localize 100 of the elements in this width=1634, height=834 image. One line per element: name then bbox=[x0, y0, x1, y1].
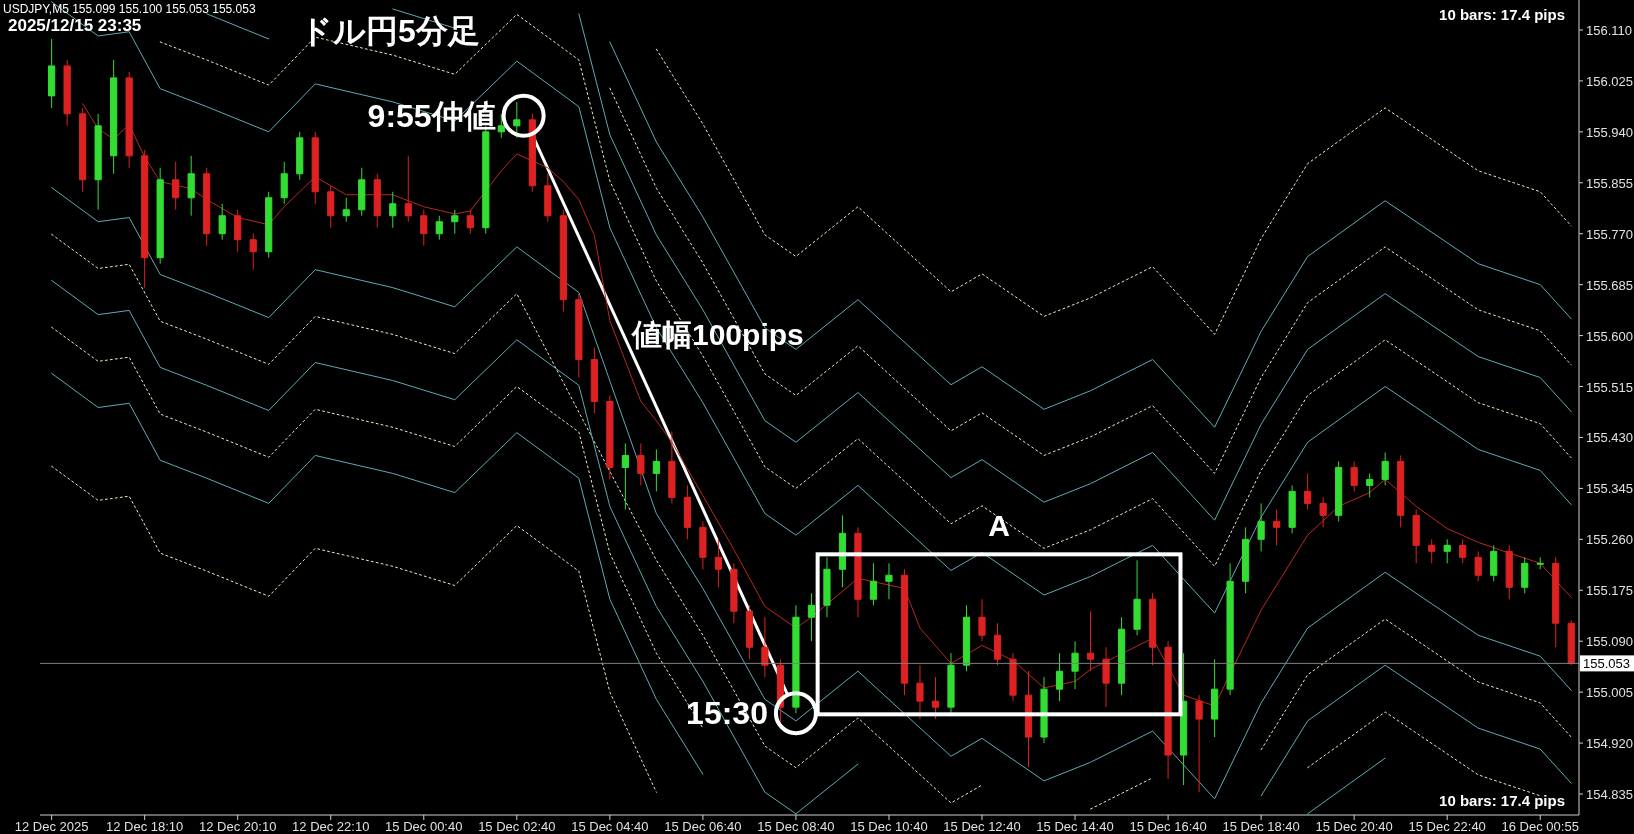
candlestick bbox=[1211, 658, 1219, 738]
y-tick-label: 155.175 bbox=[1586, 583, 1633, 599]
x-tick-label: 12 Dec 20:10 bbox=[199, 819, 277, 834]
annotation: 値幅100pips bbox=[631, 318, 804, 351]
candlestick bbox=[1195, 694, 1203, 793]
x-tick-label: 12 Dec 18:10 bbox=[106, 819, 184, 834]
candlestick bbox=[1102, 646, 1110, 708]
y-tick-label: 156.025 bbox=[1586, 73, 1633, 89]
x-tick-label: 16 Dec 00:55 bbox=[1501, 819, 1579, 834]
candlestick bbox=[854, 526, 862, 618]
y-tick-label: 154.835 bbox=[1586, 787, 1633, 803]
y-tick-label: 155.260 bbox=[1586, 532, 1633, 548]
candlestick bbox=[1459, 538, 1467, 564]
candlestick bbox=[761, 616, 769, 678]
x-tick-label: 15 Dec 16:40 bbox=[1129, 819, 1207, 834]
candlestick bbox=[807, 592, 816, 642]
annotation: USDJPY,M5 155.099 155.100 155.053 155.053 bbox=[3, 2, 256, 16]
candlestick bbox=[1288, 484, 1296, 534]
candlestick bbox=[327, 185, 335, 229]
line-series bbox=[51, 465, 657, 793]
candlestick bbox=[234, 209, 242, 253]
y-tick-label: 155.090 bbox=[1586, 634, 1633, 650]
candlestick bbox=[1117, 616, 1126, 696]
ref-line-label: 155.053 bbox=[1583, 656, 1630, 672]
candlestick bbox=[1521, 556, 1529, 594]
candlestick bbox=[451, 209, 459, 235]
candlestick bbox=[621, 442, 629, 510]
x-tick-label: 15 Dec 04:40 bbox=[571, 819, 649, 834]
candlestick bbox=[590, 347, 598, 414]
candlestick bbox=[513, 101, 521, 139]
y-tick-label: 155.600 bbox=[1586, 328, 1633, 344]
x-tick-label: 15 Dec 08:40 bbox=[757, 819, 835, 834]
candlestick bbox=[1567, 619, 1575, 666]
candlestick bbox=[544, 173, 552, 223]
annotation: 10 bars: 17.4 pips bbox=[1439, 6, 1565, 23]
candlestick bbox=[466, 209, 474, 235]
x-tick-label: 15 Dec 12:40 bbox=[943, 819, 1021, 834]
candlestick bbox=[1164, 640, 1172, 780]
line-series bbox=[1260, 618, 1572, 751]
candlestick bbox=[1257, 502, 1265, 552]
candlestick bbox=[296, 131, 304, 181]
candlestick bbox=[1040, 676, 1048, 744]
candlestick bbox=[1428, 538, 1436, 564]
candlestick bbox=[730, 562, 738, 624]
candlestick bbox=[141, 149, 149, 289]
candlestick bbox=[218, 203, 226, 241]
candlestick bbox=[280, 161, 288, 205]
candlestick bbox=[358, 167, 366, 217]
candlestick bbox=[172, 161, 180, 211]
candlestick bbox=[389, 191, 397, 229]
y-tick-label: 155.430 bbox=[1586, 430, 1633, 446]
line-series bbox=[1307, 711, 1541, 797]
candlestick bbox=[1304, 472, 1312, 510]
y-tick-label: 155.770 bbox=[1586, 226, 1633, 242]
candlestick bbox=[962, 604, 971, 672]
candlestick bbox=[1474, 550, 1482, 582]
candlestick bbox=[311, 131, 319, 205]
candlestick bbox=[265, 191, 273, 259]
candlestick bbox=[404, 155, 412, 223]
y-tick-label: 156.110 bbox=[1586, 22, 1633, 38]
candlestick bbox=[699, 520, 707, 570]
annotation: 2025/12/15 23:35 bbox=[8, 16, 142, 35]
candlestick bbox=[637, 442, 645, 486]
x-tick-label: 15 Dec 22:40 bbox=[1408, 819, 1486, 834]
candlestick bbox=[1319, 496, 1327, 528]
x-tick-label: 15 Dec 00:40 bbox=[385, 819, 463, 834]
candlestick bbox=[1505, 544, 1513, 600]
candlestick bbox=[187, 155, 195, 217]
candlestick bbox=[714, 538, 722, 588]
candlestick bbox=[1009, 652, 1017, 702]
candlestick bbox=[1273, 508, 1281, 546]
candlestick bbox=[1490, 544, 1498, 582]
candlestick bbox=[1086, 610, 1095, 672]
candlestick bbox=[1366, 472, 1374, 498]
annotation: 9:55仲値 bbox=[367, 97, 496, 134]
y-tick-label: 155.005 bbox=[1586, 685, 1633, 701]
candlestick bbox=[947, 652, 955, 714]
candlestick bbox=[1071, 640, 1079, 690]
line-series bbox=[51, 279, 859, 815]
candlestick bbox=[1335, 460, 1343, 522]
candlestick bbox=[110, 59, 118, 175]
x-tick-label: 15 Dec 20:40 bbox=[1315, 819, 1393, 834]
candlestick bbox=[203, 167, 211, 247]
candlestick bbox=[373, 173, 381, 229]
candlestick bbox=[1148, 592, 1157, 666]
candlestick bbox=[63, 59, 71, 127]
x-tick-label: 15 Dec 18:40 bbox=[1222, 819, 1300, 834]
candlestick bbox=[249, 233, 257, 271]
candlestick bbox=[745, 604, 754, 660]
candlestick bbox=[916, 664, 924, 720]
x-tick-label: 15 Dec 10:40 bbox=[850, 819, 928, 834]
candlestick bbox=[94, 113, 102, 211]
candlestick bbox=[342, 197, 350, 223]
candlestick bbox=[48, 38, 56, 109]
candlestick bbox=[79, 107, 87, 193]
line-series bbox=[609, 87, 1572, 474]
candlestick bbox=[683, 484, 691, 540]
candlestick bbox=[668, 430, 676, 504]
candlestick bbox=[652, 448, 660, 492]
y-tick-label: 155.345 bbox=[1586, 481, 1633, 497]
